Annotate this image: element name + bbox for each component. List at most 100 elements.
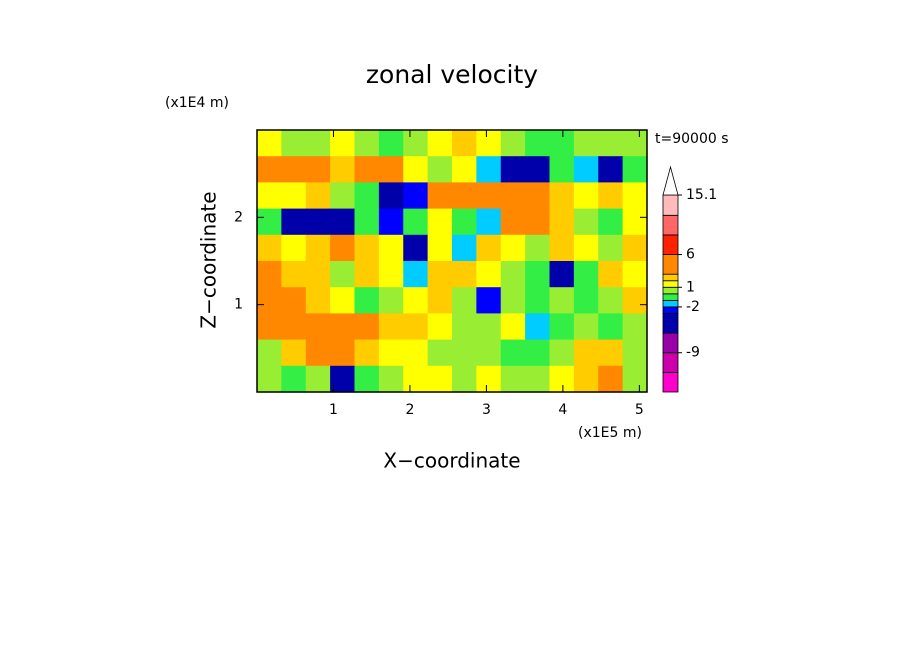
field-cell [427,339,453,367]
annotation: t=90000 s [655,131,729,147]
colorbar-segment [662,293,679,301]
field-cell [305,287,331,314]
field-cell [573,130,599,157]
field-cell [305,234,331,262]
field-cell [330,261,356,288]
colorbar-over [662,165,679,196]
field-cell [476,130,502,157]
field-cell [305,156,331,183]
field-cell [549,339,575,367]
field-cell [500,313,526,341]
field-cell [549,261,575,288]
field-cell [403,234,429,262]
field-cell [305,261,331,288]
field-cell [622,261,648,288]
field-cell [573,156,599,183]
field-cell [500,261,526,288]
field-cell [598,261,624,288]
field-cell [452,365,477,393]
field-cell [354,261,380,288]
field-cell [330,208,356,236]
plot-frame [256,129,648,393]
field-cell [330,339,356,367]
field-cell [257,130,282,157]
field-cell [525,234,551,262]
field-cell [598,208,624,236]
field-cell [403,313,429,341]
field-cell [598,365,624,393]
field-cell [598,313,624,341]
field-cell [330,130,356,157]
field-cell [452,287,477,314]
field-cell [573,182,599,210]
field-cell [354,234,380,262]
field-cell [500,365,526,393]
field-cell [525,130,551,157]
colorbar-segment [662,214,679,236]
field-cell [549,130,575,157]
field-cell [378,287,404,314]
field-cell [354,287,380,314]
field-cell [305,208,331,236]
field-cell [427,182,453,210]
field-cell [525,365,551,393]
field-cell [378,182,404,210]
field-cell [354,208,380,236]
field-cell [525,313,551,341]
field-cell [427,261,453,288]
field-cell [257,261,282,288]
field-cell [573,261,599,288]
field-cell [427,313,453,341]
field-cell [500,339,526,367]
field-cell [305,313,331,341]
colorbar-segment [662,371,679,393]
colorbar-tick-label: -9 [686,345,700,361]
colorbar-segment [662,234,679,255]
field-cell [476,234,502,262]
field-cell [257,208,282,236]
field-cell [598,130,624,157]
field-cell [330,156,356,183]
field-cell [305,182,331,210]
field-cell [476,365,502,393]
field-cell [257,182,282,210]
field-cell [403,339,429,367]
field-cell [354,182,380,210]
field-cell [452,339,477,367]
field-cell [403,208,429,236]
field-cell [281,156,307,183]
field-cell [500,287,526,314]
x-axis-label: X−coordinate [383,449,520,473]
x-tick-label: 2 [405,402,414,418]
chart-title: zonal velocity [366,60,538,89]
field-cell [452,182,477,210]
field-cell [378,313,404,341]
field-cell [549,156,575,183]
field-cell [573,339,599,367]
field-cell [330,182,356,210]
field-cell [257,313,282,341]
field-cell [281,261,307,288]
field-cell [476,261,502,288]
field-cell [354,156,380,183]
field-cell [549,313,575,341]
field-cell [330,234,356,262]
field-cell [427,156,453,183]
colorbar-tick-label: -2 [686,299,700,315]
x-tick-label: 1 [329,402,338,418]
field-cell [281,130,307,157]
field-cell [573,208,599,236]
colorbar-segment [662,332,679,354]
colorbar-tick-label: 1 [686,279,695,295]
colorbar-tick-label: 15.1 [686,187,717,203]
field-cell [378,365,404,393]
field-cell [403,182,429,210]
field-cell [427,365,453,393]
field-cell [427,208,453,236]
field-cell [427,130,453,157]
field-cell [403,156,429,183]
field-cell [549,182,575,210]
field-cell [500,234,526,262]
field-cell [573,234,599,262]
